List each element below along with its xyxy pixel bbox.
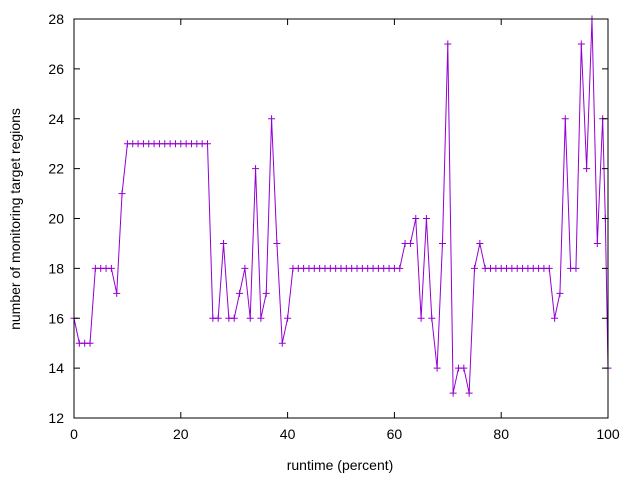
data-point-marker	[460, 364, 468, 372]
data-point-marker	[428, 314, 436, 322]
data-point-marker	[268, 115, 276, 123]
data-point-marker	[241, 264, 249, 272]
data-point-marker	[204, 140, 211, 148]
y-tick-label: 26	[48, 61, 64, 77]
x-tick-label: 60	[387, 426, 403, 442]
y-tick-label: 14	[48, 360, 64, 376]
data-point-marker	[417, 314, 425, 322]
data-point-marker	[433, 364, 441, 372]
data-point-marker	[118, 190, 126, 198]
y-tick-label: 18	[48, 260, 64, 276]
data-point-marker	[471, 264, 478, 272]
data-point-marker	[465, 389, 473, 397]
data-point-marker	[107, 264, 115, 272]
data-point-marker	[422, 215, 430, 222]
data-point-marker	[113, 289, 121, 297]
axis-ticks: 0 20 40 60 80 100 12 14 16 18 20 22 24 26 28	[48, 11, 619, 442]
x-tick-label: 20	[173, 426, 189, 442]
data-point-marker	[230, 314, 238, 322]
x-tick-label: 40	[280, 426, 296, 442]
data-point-marker	[572, 264, 580, 272]
y-axis-label: number of monitoring target regions	[7, 108, 23, 330]
data-point-marker	[214, 314, 222, 322]
data-point-marker	[273, 239, 281, 247]
data-layer	[70, 15, 612, 397]
x-tick-label: 80	[493, 426, 509, 442]
data-point-marker	[252, 165, 260, 173]
y-tick-label: 24	[48, 111, 64, 127]
y-tick-label: 22	[48, 161, 64, 177]
data-point-marker	[449, 389, 457, 397]
x-axis-label: runtime (percent)	[287, 457, 394, 473]
data-point-marker	[545, 264, 553, 272]
y-tick-label: 12	[48, 410, 64, 426]
data-point-marker	[257, 314, 265, 322]
data-point-marker	[86, 339, 94, 347]
data-point-marker	[278, 339, 286, 347]
x-tick-label: 0	[70, 426, 78, 442]
y-tick-label: 20	[48, 211, 64, 227]
x-tick-label: 100	[596, 426, 620, 442]
data-point-marker	[220, 239, 228, 247]
data-point-marker	[561, 115, 569, 123]
data-point-marker	[444, 40, 452, 48]
data-point-marker	[577, 40, 585, 48]
data-point-marker	[593, 239, 601, 247]
data-point-marker	[406, 239, 414, 247]
data-point-marker	[284, 314, 292, 322]
data-point-marker	[438, 239, 446, 247]
data-point-marker	[236, 289, 244, 297]
y-tick-label: 28	[48, 11, 64, 27]
data-point-marker	[246, 314, 254, 322]
data-point-marker	[412, 215, 420, 222]
data-point-marker	[556, 289, 564, 297]
data-point-marker	[262, 289, 270, 297]
data-point-marker	[396, 264, 404, 272]
data-point-marker	[551, 314, 559, 322]
y-tick-label: 16	[48, 310, 64, 326]
data-point-marker	[583, 165, 591, 173]
data-point-marker	[476, 239, 484, 247]
